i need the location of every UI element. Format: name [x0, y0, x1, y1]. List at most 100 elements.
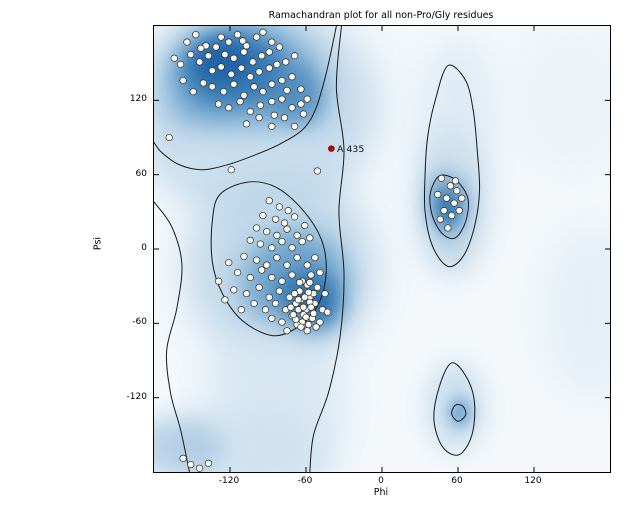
residue-point — [453, 187, 461, 195]
residue-point — [192, 31, 200, 39]
contour-bottom-right-inner — [451, 404, 467, 422]
residue-point — [225, 38, 233, 46]
residue-point — [299, 303, 308, 311]
residue-point — [278, 76, 286, 85]
residue-point — [290, 122, 299, 130]
density-region — [508, 26, 610, 175]
y-tick-label: -60 — [132, 317, 147, 328]
residue-annotation-label: A 435 — [337, 144, 364, 155]
residue-point — [288, 271, 296, 279]
residue-point — [212, 43, 220, 51]
residue-point — [236, 98, 244, 106]
y-tick-label: 120 — [129, 94, 147, 105]
residue-point — [208, 83, 216, 91]
residue-point — [240, 48, 248, 56]
residue-point — [458, 194, 466, 202]
residue-point — [230, 286, 238, 294]
contour-bottom-right-outer — [433, 362, 476, 456]
residue-point — [214, 277, 223, 285]
residue-point — [307, 303, 315, 311]
residue-point — [187, 50, 195, 59]
residue-point — [297, 100, 305, 108]
y-tick-label: 0 — [141, 243, 147, 253]
residue-point — [261, 306, 270, 314]
residue-point — [273, 60, 281, 68]
residue-point — [197, 44, 205, 52]
residue-point — [303, 95, 311, 103]
residue-point — [225, 259, 233, 267]
residue-point — [268, 38, 276, 46]
residue-point — [278, 238, 286, 246]
residue-point — [250, 83, 258, 91]
x-tick-label: 120 — [524, 476, 542, 486]
residue-point — [221, 296, 229, 304]
residue-point — [316, 318, 324, 326]
residue-point — [271, 215, 280, 223]
residue-point — [256, 101, 265, 109]
residue-point — [268, 314, 276, 322]
x-tick-label: 0 — [378, 476, 384, 486]
residue-point — [298, 238, 306, 246]
contour-allowed-left-left-boundary — [154, 201, 190, 472]
residue-point — [187, 461, 195, 469]
residue-point — [208, 67, 216, 75]
residue-point — [258, 266, 266, 274]
residue-point — [289, 311, 297, 319]
residue-point — [280, 114, 289, 122]
residue-point — [312, 323, 320, 331]
residue-point — [455, 207, 463, 215]
residue-point — [179, 76, 187, 85]
plot-area: A 435 — [153, 25, 611, 473]
x-tick-label: -120 — [218, 476, 240, 486]
density-region — [154, 416, 224, 472]
residue-point — [246, 236, 254, 244]
residue-point — [214, 100, 223, 108]
residue-point — [280, 219, 289, 227]
residue-point — [288, 104, 296, 112]
residue-point — [268, 244, 276, 252]
residue-point — [233, 31, 242, 39]
residue-point — [170, 54, 178, 62]
residue-point — [230, 54, 238, 62]
residue-point — [233, 268, 242, 277]
residue-point — [321, 290, 329, 298]
residue-point — [451, 177, 460, 185]
residue-point — [448, 211, 456, 220]
residue-point — [246, 107, 254, 116]
contour-allowed-left-right-boundary — [309, 26, 345, 472]
residue-point — [303, 261, 311, 269]
residue-point — [301, 293, 309, 301]
residue-point — [204, 52, 213, 60]
residue-point — [299, 110, 308, 118]
residue-point — [249, 58, 257, 66]
residue-point — [283, 225, 291, 233]
residue-point — [246, 73, 254, 81]
residue-point — [268, 273, 276, 282]
residue-point — [252, 33, 261, 41]
residue-point — [293, 254, 301, 262]
residue-point — [252, 256, 261, 264]
residue-point — [323, 308, 332, 316]
residue-point — [242, 42, 251, 50]
residue-point — [450, 199, 458, 207]
residue-point — [263, 261, 271, 269]
residue-point — [304, 321, 313, 329]
residue-point — [290, 213, 299, 221]
residue-point — [313, 167, 322, 175]
residue-point — [440, 207, 448, 215]
residue-point — [179, 454, 187, 462]
density-region — [449, 397, 472, 428]
residue-point — [265, 64, 273, 72]
residue-point — [302, 313, 310, 321]
residue-point — [195, 58, 204, 66]
residue-point — [278, 318, 286, 326]
residue-point — [297, 85, 305, 93]
residue-point — [316, 268, 324, 277]
residue-point — [268, 122, 276, 130]
residue-point — [242, 290, 251, 298]
density-region — [268, 65, 324, 131]
residue-point — [237, 64, 246, 72]
residue-point — [227, 166, 235, 174]
residue-point — [225, 104, 233, 112]
residue-point — [259, 211, 267, 220]
